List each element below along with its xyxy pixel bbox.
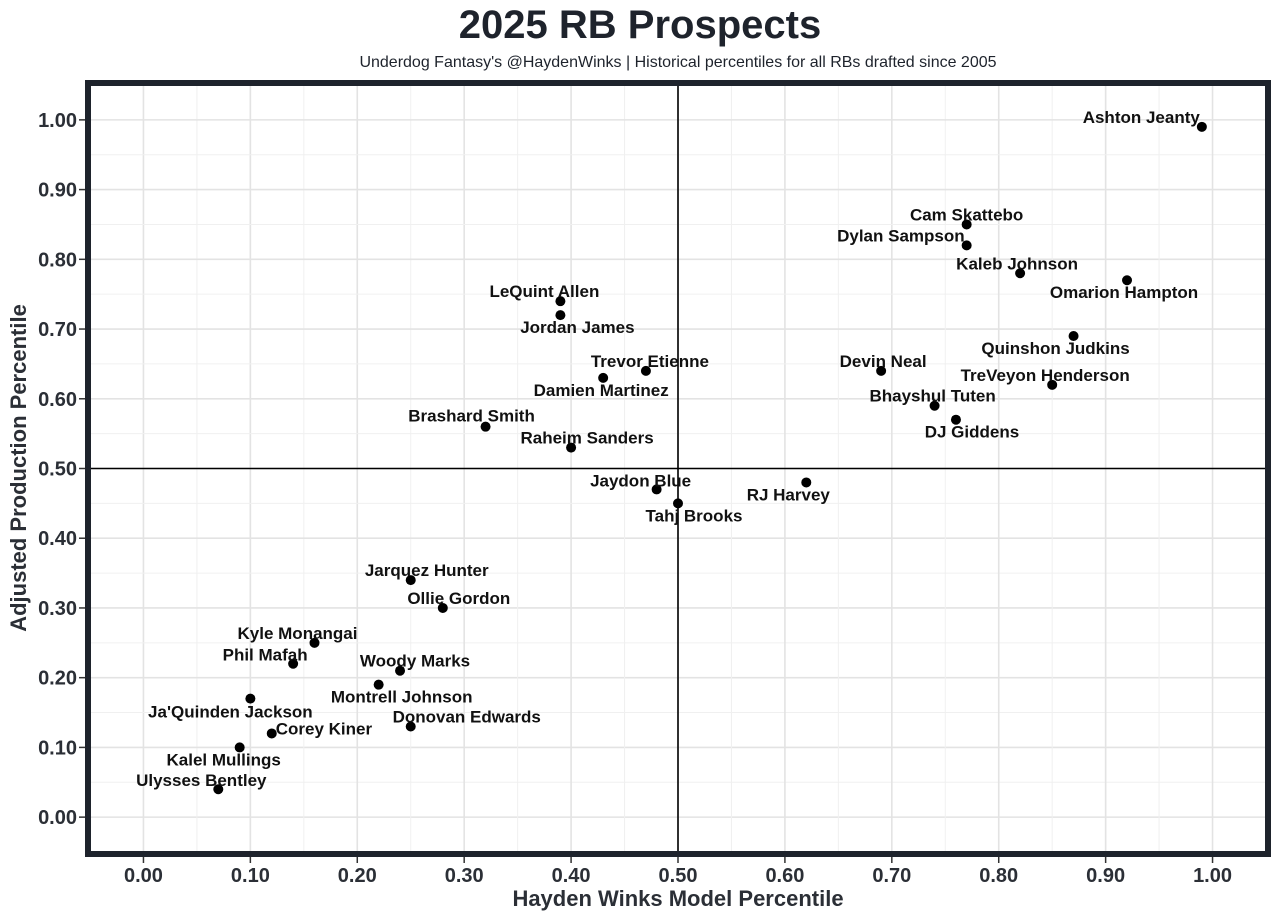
point-label-jaydon-blue: Jaydon Blue	[590, 471, 691, 490]
point-label-jordan-james: Jordan James	[520, 318, 634, 337]
y-tick-label: 0.30	[38, 598, 77, 620]
point-devin-neal	[876, 365, 887, 376]
point-label-ashton-jeanty: Ashton Jeanty	[1083, 108, 1201, 127]
data-points	[213, 121, 1207, 795]
x-axis-ticks: 0.00 0.10 0.20 0.30 0.40 0.50 0.60 0.70 0.80 0.90…	[124, 857, 1232, 887]
y-axis-title: Adjusted Production Percentile	[6, 304, 31, 632]
x-tick-label: 0.70	[872, 865, 911, 887]
y-tick-label: 1.00	[38, 110, 77, 132]
point-ashton-jeanty	[1196, 121, 1207, 132]
reference-lines	[90, 85, 1266, 852]
point-label-kaleb-johnson: Kaleb Johnson	[956, 254, 1078, 273]
point-jaydon-blue	[651, 484, 662, 495]
x-tick-label: 0.10	[231, 865, 270, 887]
point-jordan-james	[555, 310, 566, 321]
point-jarquez-hunter	[405, 575, 416, 586]
point-cam-skattebo	[961, 219, 972, 230]
point-quinshon-judkins	[1068, 331, 1079, 342]
point-label-phil-mafah: Phil Mafah	[223, 646, 308, 665]
point-label-jarquez-hunter: Jarquez Hunter	[365, 561, 489, 580]
point-label-donovan-edwards: Donovan Edwards	[393, 707, 541, 726]
point-ollie-gordon	[437, 602, 448, 613]
chart-title: 2025 RB Prospects	[458, 3, 822, 47]
point-raheim-sanders	[566, 442, 577, 453]
point-label-treveyon-henderson: TreVeyon Henderson	[961, 366, 1130, 385]
point-label-tahj-brooks: Tahj Brooks	[646, 506, 743, 525]
point-kyle-monangai	[309, 637, 320, 648]
point-label-dylan-sampson: Dylan Sampson	[837, 226, 965, 245]
point-brashard-smith	[480, 421, 491, 432]
y-axis-ticks: 0.00 0.10 0.20 0.30 0.40 0.50 0.60 0.70 0.80 0.90…	[38, 110, 85, 829]
point-label-damien-martinez: Damien Martinez	[534, 381, 669, 400]
x-tick-label: 0.20	[338, 865, 377, 887]
point-corey-kiner	[266, 728, 277, 739]
point-label-kalel-mullings: Kalel Mullings	[167, 750, 281, 769]
point-kalel-mullings	[234, 742, 245, 753]
y-tick-label: 0.90	[38, 180, 77, 202]
plot-frame	[85, 80, 1271, 857]
x-tick-label: 0.00	[124, 865, 163, 887]
y-tick-label: 0.80	[38, 249, 77, 271]
point-label-bhayshul-tuten: Bhayshul Tuten	[869, 387, 995, 406]
y-tick-label: 0.20	[38, 668, 77, 690]
point-kaleb-johnson	[1015, 268, 1026, 279]
point-tahj-brooks	[673, 498, 683, 509]
point-label-montrell-johnson: Montrell Johnson	[331, 688, 473, 707]
point-label-lequint-allen: LeQuint Allen	[489, 282, 599, 301]
point-label-ollie-gordon: Ollie Gordon	[407, 589, 510, 608]
x-tick-label: 0.30	[445, 865, 484, 887]
point-label-quinshon-judkins: Quinshon Judkins	[981, 339, 1129, 358]
y-tick-label: 0.50	[38, 459, 77, 481]
point-label-ja-quinden-jackson: Ja'Quinden Jackson	[148, 703, 313, 722]
point-label-kyle-monangai: Kyle Monangai	[238, 624, 358, 643]
point-bhayshul-tuten	[929, 400, 940, 411]
point-dylan-sampson	[961, 240, 972, 251]
x-tick-label: 0.60	[765, 865, 804, 887]
y-tick-label: 0.00	[38, 807, 77, 829]
point-phil-mafah	[288, 658, 299, 669]
point-label-omarion-hampton: Omarion Hampton	[1050, 283, 1198, 302]
x-tick-label: 1.00	[1193, 865, 1232, 887]
point-damien-martinez	[598, 372, 609, 383]
point-label-raheim-sanders: Raheim Sanders	[520, 429, 653, 448]
y-tick-label: 0.40	[38, 528, 77, 550]
point-omarion-hampton	[1122, 275, 1133, 286]
point-montrell-johnson	[373, 679, 384, 690]
x-tick-label: 0.40	[552, 865, 591, 887]
point-ja-quinden-jackson	[245, 693, 256, 704]
point-label-rj-harvey: RJ Harvey	[747, 485, 831, 504]
chart-subtitle: Underdog Fantasy's @HaydenWinks | Histor…	[359, 54, 997, 71]
point-label-brashard-smith: Brashard Smith	[408, 407, 535, 426]
x-tick-label: 0.80	[979, 865, 1018, 887]
x-tick-label: 0.50	[659, 865, 698, 887]
point-woody-marks	[395, 665, 406, 676]
x-axis-title: Hayden Winks Model Percentile	[512, 886, 843, 911]
point-ulysses-bentley	[213, 784, 224, 795]
point-donovan-edwards	[405, 721, 416, 732]
point-label-cam-skattebo: Cam Skattebo	[910, 205, 1023, 224]
point-lequint-allen	[555, 296, 566, 307]
point-label-woody-marks: Woody Marks	[360, 652, 470, 671]
y-tick-label: 0.60	[38, 389, 77, 411]
y-tick-label: 0.10	[38, 737, 77, 759]
point-label-corey-kiner: Corey Kiner	[276, 719, 373, 738]
point-label-dj-giddens: DJ Giddens	[925, 423, 1019, 442]
point-labels: Ashton Jeanty Cam Skattebo Dylan Sampson Ka…	[136, 108, 1200, 790]
point-treveyon-henderson	[1047, 379, 1058, 390]
point-label-devin-neal: Devin Neal	[840, 352, 927, 371]
y-tick-label: 0.70	[38, 319, 77, 341]
point-dj-giddens	[950, 414, 961, 425]
point-trevor-etienne	[640, 365, 651, 376]
point-label-trevor-etienne: Trevor Etienne	[591, 352, 709, 371]
point-label-ulysses-bentley: Ulysses Bentley	[136, 771, 267, 790]
point-rj-harvey	[801, 477, 812, 488]
x-tick-label: 0.90	[1086, 865, 1125, 887]
